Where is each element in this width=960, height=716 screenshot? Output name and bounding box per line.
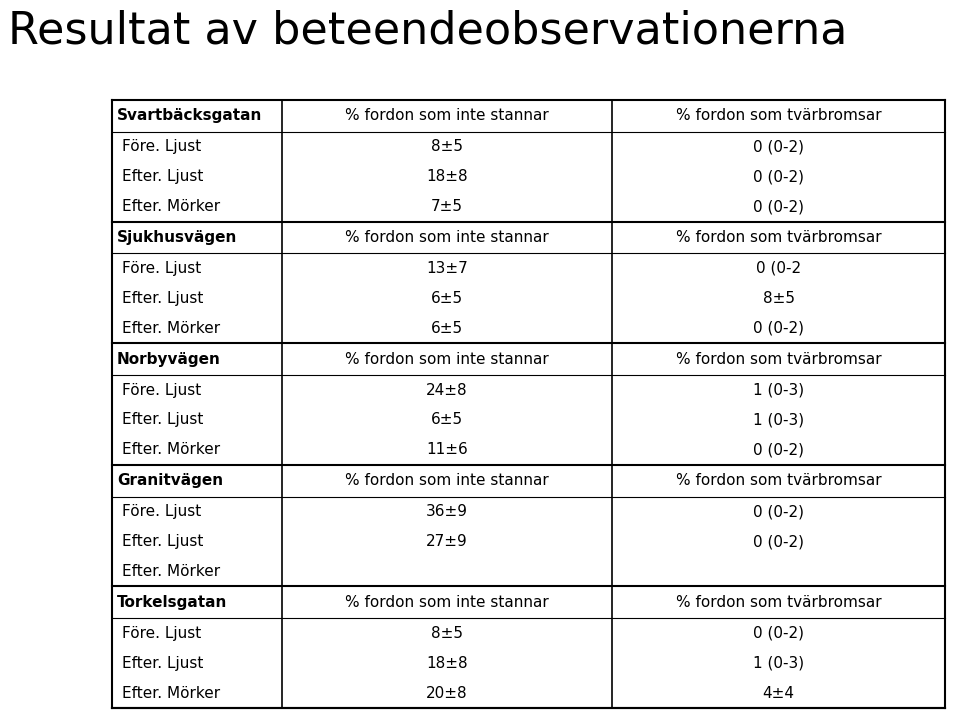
Text: Före. Ljust: Före. Ljust — [122, 626, 202, 641]
Text: 36±9: 36±9 — [426, 504, 468, 519]
Text: 0 (0-2): 0 (0-2) — [753, 626, 804, 641]
Text: Efter. Mörker: Efter. Mörker — [122, 564, 220, 579]
Text: Resultat av beteendeobservationerna: Resultat av beteendeobservationerna — [8, 10, 848, 53]
Text: 0 (0-2): 0 (0-2) — [753, 169, 804, 184]
Text: Före. Ljust: Före. Ljust — [122, 504, 202, 519]
Text: % fordon som inte stannar: % fordon som inte stannar — [346, 230, 549, 245]
Text: 11±6: 11±6 — [426, 442, 468, 458]
Text: 8±5: 8±5 — [431, 140, 463, 155]
Text: Norbyvägen: Norbyvägen — [117, 352, 221, 367]
Text: 1 (0-3): 1 (0-3) — [753, 382, 804, 397]
Text: Sjukhusvägen: Sjukhusvägen — [117, 230, 237, 245]
Text: Före. Ljust: Före. Ljust — [122, 140, 202, 155]
Text: % fordon som tvärbromsar: % fordon som tvärbromsar — [676, 595, 881, 610]
Text: Före. Ljust: Före. Ljust — [122, 261, 202, 276]
Text: 1 (0-3): 1 (0-3) — [753, 656, 804, 671]
Text: 6±5: 6±5 — [431, 412, 463, 427]
Text: 1 (0-3): 1 (0-3) — [753, 412, 804, 427]
Text: Granitvägen: Granitvägen — [117, 473, 223, 488]
Text: 0 (0-2): 0 (0-2) — [753, 442, 804, 458]
Text: % fordon som tvärbromsar: % fordon som tvärbromsar — [676, 473, 881, 488]
Text: Efter. Mörker: Efter. Mörker — [122, 442, 220, 458]
Text: Efter. Mörker: Efter. Mörker — [122, 685, 220, 700]
Text: 0 (0-2): 0 (0-2) — [753, 199, 804, 214]
Text: Efter. Ljust: Efter. Ljust — [122, 169, 204, 184]
Text: Svartbäcksgatan: Svartbäcksgatan — [117, 108, 262, 123]
Text: 8±5: 8±5 — [431, 626, 463, 641]
Text: Efter. Ljust: Efter. Ljust — [122, 656, 204, 671]
Text: Efter. Ljust: Efter. Ljust — [122, 534, 204, 549]
Text: 13±7: 13±7 — [426, 261, 468, 276]
Text: 24±8: 24±8 — [426, 382, 468, 397]
Text: 0 (0-2): 0 (0-2) — [753, 534, 804, 549]
Text: 27±9: 27±9 — [426, 534, 468, 549]
Text: 6±5: 6±5 — [431, 321, 463, 336]
Text: 0 (0-2): 0 (0-2) — [753, 504, 804, 519]
Text: % fordon som inte stannar: % fordon som inte stannar — [346, 473, 549, 488]
Text: 18±8: 18±8 — [426, 169, 468, 184]
Text: % fordon som inte stannar: % fordon som inte stannar — [346, 108, 549, 123]
Text: 4±4: 4±4 — [762, 685, 795, 700]
Text: Efter. Mörker: Efter. Mörker — [122, 321, 220, 336]
Text: Efter. Mörker: Efter. Mörker — [122, 199, 220, 214]
Text: 0 (0-2): 0 (0-2) — [753, 321, 804, 336]
Text: Efter. Ljust: Efter. Ljust — [122, 291, 204, 306]
Text: 8±5: 8±5 — [762, 291, 795, 306]
Text: Före. Ljust: Före. Ljust — [122, 382, 202, 397]
Text: % fordon som inte stannar: % fordon som inte stannar — [346, 352, 549, 367]
Text: 0 (0-2): 0 (0-2) — [753, 140, 804, 155]
Text: Torkelsgatan: Torkelsgatan — [117, 595, 228, 610]
Text: 6±5: 6±5 — [431, 291, 463, 306]
Text: % fordon som inte stannar: % fordon som inte stannar — [346, 595, 549, 610]
Text: 0 (0-2: 0 (0-2 — [756, 261, 801, 276]
Text: % fordon som tvärbromsar: % fordon som tvärbromsar — [676, 108, 881, 123]
Text: 7±5: 7±5 — [431, 199, 463, 214]
Text: 20±8: 20±8 — [426, 685, 468, 700]
Text: Efter. Ljust: Efter. Ljust — [122, 412, 204, 427]
Text: % fordon som tvärbromsar: % fordon som tvärbromsar — [676, 230, 881, 245]
Text: 18±8: 18±8 — [426, 656, 468, 671]
Text: % fordon som tvärbromsar: % fordon som tvärbromsar — [676, 352, 881, 367]
